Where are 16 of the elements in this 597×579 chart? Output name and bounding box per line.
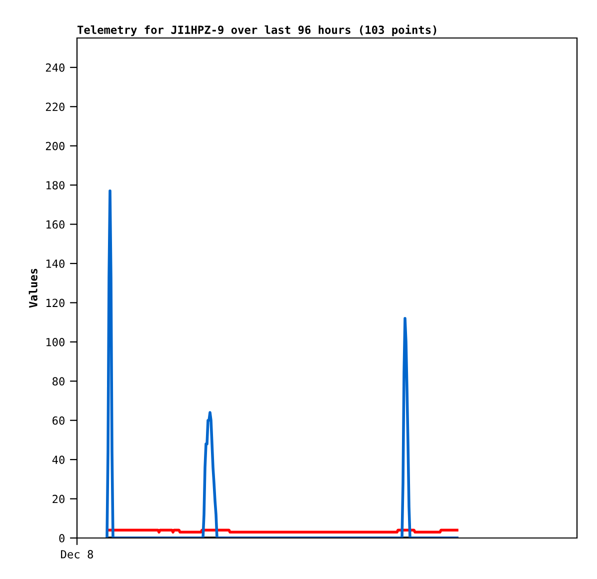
y-tick-label: 100 (46, 338, 64, 346)
y-tick-label: 60 (52, 416, 64, 425)
y-tick-label: 220 (46, 102, 64, 112)
y-tick-label: 180 (46, 181, 64, 190)
y-tick-label: 80 (52, 377, 64, 386)
chart-title: Telemetry for JI1HPZ-9 over last 96 hours (103 points) (77, 24, 436, 36)
y-tick-label: 20 (52, 494, 64, 504)
y-tick-label: 140 (46, 259, 64, 268)
y-tick-label: 160 (46, 220, 64, 229)
y-tick-label: 200 (46, 142, 64, 150)
y-tick-label: 40 (52, 456, 64, 464)
y-tick-label: 120 (46, 298, 64, 308)
y-tick-label: 0 (59, 534, 64, 542)
y-tick-label: 240 (46, 63, 64, 72)
text: Dec 8 (61, 550, 94, 558)
y-axis-title: Values (28, 268, 38, 308)
